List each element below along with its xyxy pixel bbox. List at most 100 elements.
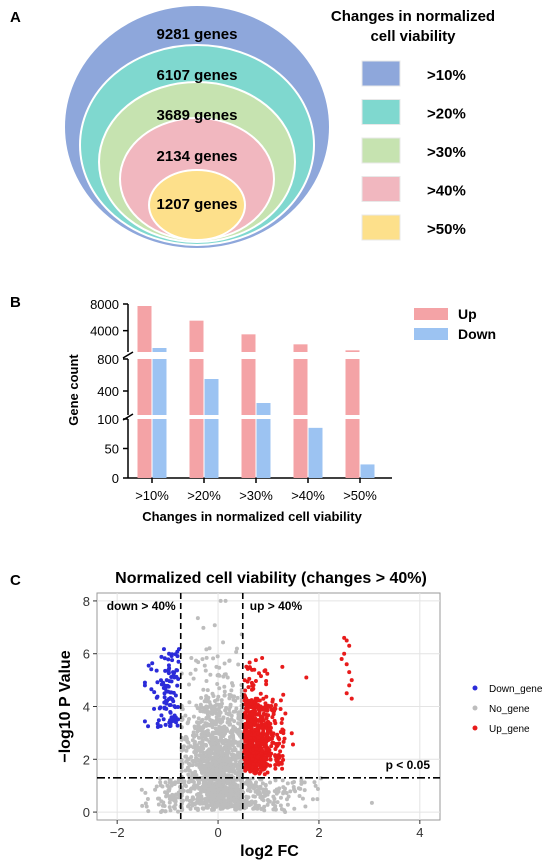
point-no-gene	[184, 748, 189, 753]
point-no-gene	[206, 695, 211, 700]
point-up-gene	[248, 722, 253, 727]
point-up-gene	[265, 762, 270, 767]
point-no-gene	[222, 768, 227, 773]
point-no-gene	[226, 741, 231, 746]
legend-label-4: >40%	[427, 183, 466, 200]
point-no-gene	[232, 719, 237, 724]
point-no-gene	[163, 780, 168, 785]
point-no-gene	[214, 756, 219, 761]
point-no-gene	[217, 686, 222, 691]
point-no-gene	[207, 749, 212, 754]
point-no-gene	[201, 687, 206, 692]
point-no-gene	[254, 803, 259, 808]
point-no-gene	[201, 725, 206, 730]
point-no-gene	[221, 715, 226, 720]
point-down-gene	[171, 699, 176, 704]
point-up-gene	[278, 706, 283, 711]
point-no-gene	[180, 717, 185, 722]
point-no-gene	[310, 797, 315, 802]
point-no-gene	[187, 779, 192, 784]
point-no-gene	[201, 625, 206, 630]
point-up-gene	[271, 740, 276, 745]
point-up-gene	[255, 762, 260, 767]
point-up-gene	[273, 766, 278, 771]
point-no-gene	[222, 689, 227, 694]
point-down-gene	[163, 668, 168, 673]
point-no-gene	[202, 663, 207, 668]
point-no-gene	[195, 616, 200, 621]
point-no-gene	[261, 798, 266, 803]
point-down-gene	[152, 690, 157, 695]
legend-swatch-1	[361, 60, 401, 87]
point-no-gene	[198, 795, 203, 800]
point-up-gene	[261, 696, 266, 701]
point-up-gene	[342, 651, 347, 656]
point-down-gene	[170, 652, 175, 657]
point-no-gene	[234, 649, 239, 654]
point-up-gene	[349, 678, 354, 683]
legend-title-line2: cell viability	[370, 28, 456, 45]
point-down-gene	[158, 724, 163, 729]
point-no-gene	[196, 660, 201, 665]
point-no-gene	[212, 623, 217, 628]
point-no-gene	[291, 784, 296, 789]
point-no-gene	[233, 740, 238, 745]
point-down-gene	[146, 724, 151, 729]
point-no-gene	[257, 786, 262, 791]
point-down-gene	[161, 680, 166, 685]
point-no-gene	[210, 735, 215, 740]
legend-dot-down-gene	[472, 685, 478, 691]
point-down-gene	[175, 723, 180, 728]
point-no-gene	[170, 793, 175, 798]
point-no-gene	[222, 799, 227, 804]
point-up-gene	[271, 712, 276, 717]
y-tick-label: 50	[105, 442, 119, 457]
x-tick-label: >50%	[343, 488, 377, 503]
point-no-gene	[217, 780, 222, 785]
panel-a: A 9281 genes 6107 genes 3689 genes 2134 gen…	[10, 4, 495, 250]
point-no-gene	[222, 684, 227, 689]
point-no-gene	[194, 762, 199, 767]
point-no-gene	[221, 640, 226, 645]
point-no-gene	[204, 750, 209, 755]
point-no-gene	[229, 784, 234, 789]
point-down-gene	[152, 706, 157, 711]
point-no-gene	[297, 794, 302, 799]
point-no-gene	[250, 785, 255, 790]
point-no-gene	[218, 806, 223, 811]
point-down-gene	[163, 686, 168, 691]
point-no-gene	[217, 744, 222, 749]
point-no-gene	[272, 789, 277, 794]
point-up-gene	[255, 754, 260, 759]
bar-down-1	[152, 359, 167, 415]
legend-label-5: >50%	[427, 221, 466, 238]
point-up-gene	[273, 753, 278, 758]
point-no-gene	[302, 788, 307, 793]
point-no-gene	[154, 784, 159, 789]
point-up-gene	[344, 662, 349, 667]
point-down-gene	[159, 654, 164, 659]
point-down-gene	[158, 705, 163, 710]
point-no-gene	[231, 736, 236, 741]
point-no-gene	[204, 715, 209, 720]
legend-dot-up-gene	[472, 725, 478, 731]
point-no-gene	[210, 732, 215, 737]
point-no-gene	[209, 772, 214, 777]
point-no-gene	[221, 790, 226, 795]
point-no-gene	[184, 735, 189, 740]
point-up-gene	[281, 692, 286, 697]
point-no-gene	[190, 803, 195, 808]
point-no-gene	[231, 778, 236, 783]
point-no-gene	[194, 720, 199, 725]
point-no-gene	[234, 805, 239, 810]
point-up-gene	[256, 741, 261, 746]
bar-up-2	[189, 359, 204, 415]
point-no-gene	[144, 804, 149, 809]
point-no-gene	[188, 671, 193, 676]
point-no-gene	[204, 704, 209, 709]
bar-up-1	[137, 419, 152, 478]
point-up-gene	[249, 754, 254, 759]
bar-up-3	[241, 419, 256, 478]
point-no-gene	[192, 739, 197, 744]
point-down-gene	[175, 704, 180, 709]
